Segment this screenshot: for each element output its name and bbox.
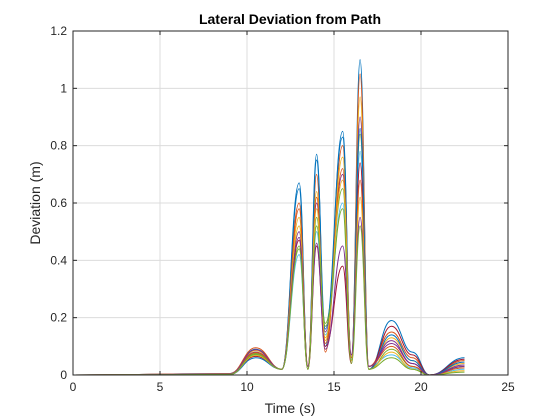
y-axis-label: Deviation (m) bbox=[27, 161, 43, 244]
x-tick-label: 20 bbox=[414, 380, 428, 394]
chart-title: Lateral Deviation from Path bbox=[199, 11, 381, 27]
x-tick-label: 25 bbox=[501, 380, 515, 394]
y-tick-label: 1 bbox=[60, 81, 67, 95]
series-line-12 bbox=[72, 208, 465, 376]
y-tick-label: 1.2 bbox=[50, 24, 67, 38]
x-tick-label: 5 bbox=[157, 380, 164, 394]
x-tick-label: 15 bbox=[327, 380, 341, 394]
series-lines bbox=[72, 59, 465, 376]
y-tick-label: 0.6 bbox=[50, 196, 67, 210]
y-tick-label: 0.8 bbox=[50, 139, 67, 153]
x-tick-label: 0 bbox=[70, 380, 77, 394]
x-axis-label: Time (s) bbox=[265, 400, 316, 416]
y-tick-label: 0.4 bbox=[50, 253, 67, 267]
ticks: 0 5 10 15 20 25 0 0.2 0.4 0.6 0.8 1 1.2 bbox=[50, 24, 515, 394]
x-tick-label: 10 bbox=[240, 380, 254, 394]
y-tick-label: 0 bbox=[60, 368, 67, 382]
y-tick-label: 0.2 bbox=[50, 311, 67, 325]
grid bbox=[73, 31, 508, 375]
series-line-11 bbox=[72, 216, 465, 376]
